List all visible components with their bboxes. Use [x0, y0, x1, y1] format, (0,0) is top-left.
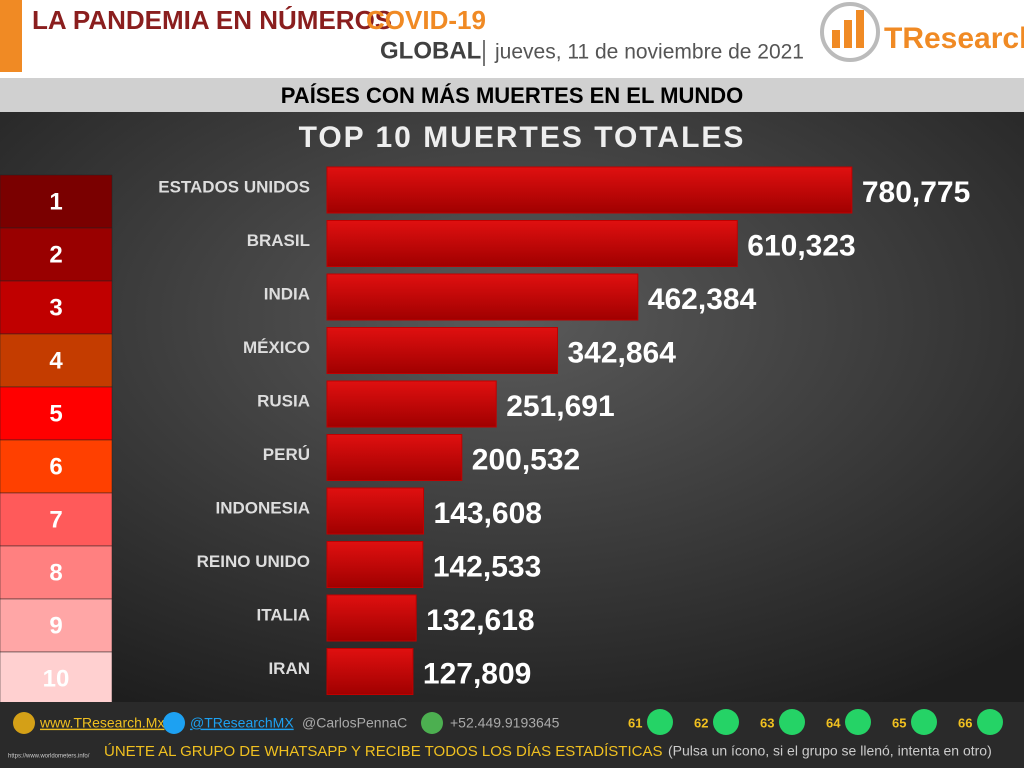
value-label: 127,809 — [423, 657, 531, 690]
logo-bar — [832, 30, 840, 48]
header-title: LA PANDEMIA EN NÚMEROS — [32, 5, 392, 35]
phone-icon — [421, 712, 443, 734]
header-highlight: COVID-19 — [366, 5, 486, 35]
subtitle-bg — [0, 78, 1024, 112]
footer-website[interactable]: www.TResearch.Mx — [39, 715, 164, 731]
rank-label: 6 — [49, 453, 62, 480]
rank-box — [0, 651, 113, 706]
category-label: INDONESIA — [216, 498, 310, 517]
whatsapp-icon[interactable] — [977, 709, 1003, 735]
bar — [326, 220, 738, 267]
footer-twitter2: @CarlosPennaC — [302, 715, 407, 731]
category-label: INDIA — [264, 284, 310, 303]
footer-cta: ÚNETE AL GRUPO DE WHATSAPP Y RECIBE TODO… — [104, 743, 662, 760]
rank-label: 3 — [49, 294, 62, 321]
category-label: MÉXICO — [243, 338, 310, 357]
subtitle: PAÍSES CON MÁS MUERTES EN EL MUNDO — [281, 83, 743, 108]
bar — [326, 327, 558, 374]
header-date: jueves, 11 de noviembre de 2021 — [494, 41, 804, 64]
whatsapp-groups: 61 62 63 64 65 66 — [628, 709, 1003, 735]
rank-box — [0, 492, 113, 547]
whatsapp-icon[interactable] — [911, 709, 937, 735]
logo-bar — [844, 20, 852, 48]
value-label: 462,384 — [648, 283, 757, 316]
bar — [326, 166, 853, 214]
value-label: 780,775 — [862, 176, 970, 209]
group-number: 64 — [826, 715, 841, 730]
whatsapp-icon[interactable] — [845, 709, 871, 735]
value-label: 132,618 — [426, 604, 534, 637]
value-label: 251,691 — [506, 390, 614, 423]
rank-box — [0, 439, 113, 494]
category-label: REINO UNIDO — [197, 552, 310, 571]
bar — [326, 380, 497, 428]
group-number: 65 — [892, 715, 906, 730]
footer-source: https://www.worldometers.info/ — [8, 754, 90, 760]
category-label: BRASIL — [247, 231, 310, 250]
value-label: 143,608 — [434, 497, 542, 530]
logo-text: TResearch — [884, 22, 1024, 55]
value-label: 200,532 — [472, 443, 580, 476]
rank-label: 1 — [49, 188, 62, 215]
header-bg — [0, 0, 1024, 76]
header-accent — [0, 0, 22, 72]
rank-label: 7 — [49, 506, 62, 533]
bar — [326, 434, 463, 481]
rank-label: 10 — [43, 665, 70, 692]
bar — [326, 594, 417, 642]
rank-box — [0, 174, 113, 229]
category-label: IRAN — [268, 659, 310, 678]
category-label: RUSIA — [257, 391, 310, 410]
rank-box — [0, 227, 113, 282]
rank-box — [0, 598, 113, 653]
rank-label: 2 — [49, 241, 62, 268]
category-label: ITALIA — [256, 605, 310, 624]
web-icon — [13, 712, 35, 734]
rank-box — [0, 280, 113, 335]
bar — [326, 487, 425, 535]
rank-label: 8 — [49, 559, 62, 586]
value-label: 142,533 — [433, 550, 541, 583]
whatsapp-icon[interactable] — [713, 709, 739, 735]
footer-phone: +52.449.9193645 — [450, 715, 560, 731]
category-label: ESTADOS UNIDOS — [158, 177, 310, 196]
group-number: 66 — [958, 715, 972, 730]
rank-box — [0, 545, 113, 600]
chart-title: TOP 10 MUERTES TOTALES — [299, 121, 746, 154]
chart: 1 2 3 4 5 6 7 8 9 10 ESTADOS UNIDOS 780,775 BRASIL 61… — [0, 166, 970, 706]
bar — [326, 273, 639, 321]
whatsapp-icon[interactable] — [779, 709, 805, 735]
bar — [326, 648, 414, 695]
footer-twitter[interactable]: @TResearchMX — [190, 715, 294, 731]
group-number: 61 — [628, 715, 642, 730]
group-number: 62 — [694, 715, 708, 730]
rank-box — [0, 333, 113, 388]
logo-bar — [856, 10, 864, 48]
bar — [326, 541, 424, 588]
value-label: 610,323 — [747, 229, 855, 262]
rank-label: 9 — [49, 612, 62, 639]
logo-ring — [820, 2, 880, 62]
category-label: PERÚ — [263, 445, 310, 464]
value-label: 342,864 — [567, 336, 676, 369]
whatsapp-icon[interactable] — [647, 709, 673, 735]
header-scope: GLOBAL — [380, 37, 481, 64]
group-number: 63 — [760, 715, 774, 730]
footer-cta-note: (Pulsa un ícono, si el grupo se llenó, i… — [668, 743, 992, 759]
twitter-icon — [163, 712, 185, 734]
rank-label: 5 — [49, 400, 62, 427]
rank-label: 4 — [49, 347, 63, 374]
